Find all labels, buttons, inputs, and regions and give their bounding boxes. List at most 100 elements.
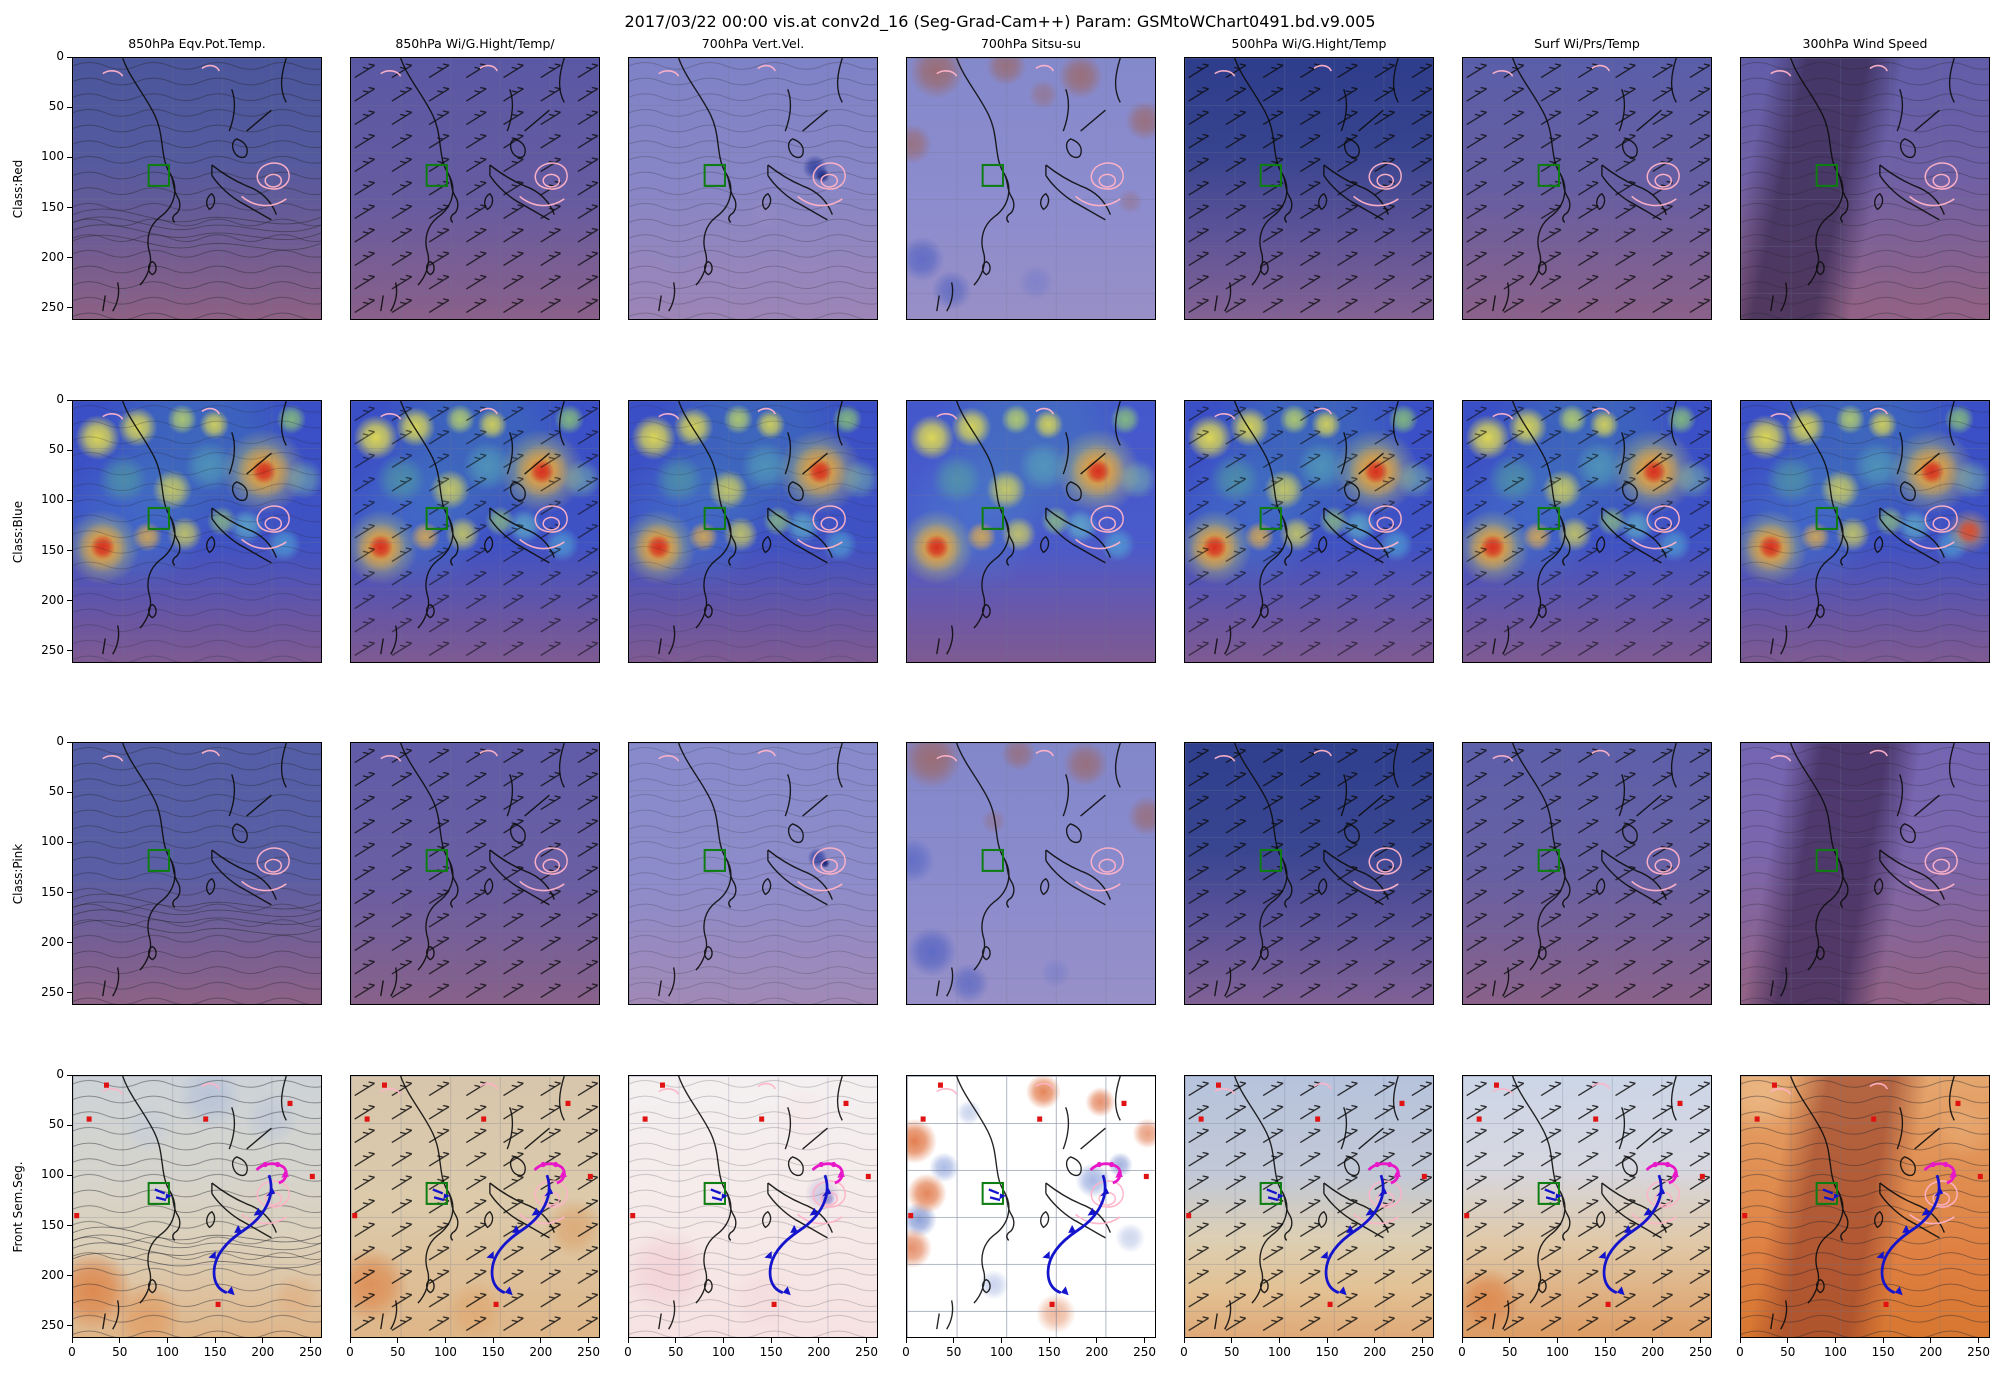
x-tick-label: 50 (390, 1345, 406, 1359)
y-tick-mark (67, 550, 72, 552)
map-panel-overlay (1741, 1076, 1989, 1337)
map-panel-overlay (1185, 401, 1433, 662)
y-tick-label: 250 (41, 984, 64, 999)
panel-2-4 (1184, 742, 1434, 1005)
map-panel-overlay (907, 401, 1155, 662)
x-tick-label: 0 (1180, 1345, 1188, 1359)
y-tick-label: 200 (41, 249, 64, 264)
x-tick-label: 50 (1224, 1345, 1240, 1359)
x-tick-label: 150 (759, 1345, 783, 1359)
x-tick-label: 250 (1133, 1345, 1156, 1359)
y-tick-label: 100 (41, 492, 64, 507)
y-tick-mark (67, 892, 72, 894)
panel-3-2 (628, 1075, 878, 1338)
x-tick-mark (492, 1338, 494, 1343)
x-tick-mark (1930, 1338, 1932, 1343)
x-tick-label: 200 (807, 1345, 831, 1359)
map-panel-overlay (629, 743, 877, 1004)
panel-0-0 (72, 57, 322, 320)
column-title: 850hPa Wi/G.Hight/Temp/ (395, 36, 555, 51)
x-tick-mark (1834, 1338, 1836, 1343)
map-panel-overlay (351, 58, 599, 319)
y-tick-label: 150 (41, 542, 64, 557)
panel-3-4 (1184, 1075, 1434, 1338)
y-tick-label: 150 (41, 1217, 64, 1232)
panel-0-4 (1184, 57, 1434, 320)
figure-title: 2017/03/22 00:00 vis.at conv2d_16 (Seg-G… (624, 12, 1376, 31)
map-panel-overlay (629, 401, 877, 662)
y-tick-label: 150 (41, 884, 64, 899)
x-tick-label: 50 (946, 1345, 962, 1359)
x-tick-mark (1048, 1338, 1050, 1343)
y-tick-label: 0 (56, 1067, 64, 1081)
y-tick-mark (67, 207, 72, 209)
x-tick-mark (1787, 1338, 1789, 1343)
y-tick-label: 100 (41, 149, 64, 164)
map-panel-overlay (1741, 58, 1989, 319)
y-tick-label: 0 (56, 49, 64, 63)
row-label: Class:Blue (11, 500, 25, 563)
x-tick-label: 50 (668, 1345, 684, 1359)
x-tick-mark (1509, 1338, 1511, 1343)
x-tick-mark (1183, 1338, 1185, 1343)
x-tick-mark (1374, 1338, 1376, 1343)
y-tick-mark (67, 1174, 72, 1176)
map-panel-overlay (73, 1076, 321, 1337)
panel-3-6 (1740, 1075, 1990, 1338)
map-panel-overlay (629, 58, 877, 319)
map-panel-overlay (1185, 1076, 1433, 1337)
map-panel-overlay (73, 58, 321, 319)
y-tick-label: 50 (48, 1117, 64, 1132)
x-tick-label: 0 (624, 1345, 632, 1359)
x-tick-label: 100 (433, 1345, 457, 1359)
x-tick-label: 150 (1593, 1345, 1617, 1359)
x-tick-label: 250 (577, 1345, 600, 1359)
x-tick-mark (675, 1338, 677, 1343)
x-tick-mark (119, 1338, 121, 1343)
x-tick-label: 0 (346, 1345, 354, 1359)
x-tick-label: 0 (68, 1345, 76, 1359)
map-panel-overlay (1463, 743, 1711, 1004)
panel-1-4 (1184, 400, 1434, 663)
y-tick-label: 200 (41, 1267, 64, 1282)
panel-0-2 (628, 57, 878, 320)
x-tick-mark (1461, 1338, 1463, 1343)
x-tick-mark (1144, 1338, 1146, 1343)
x-tick-mark (1978, 1338, 1980, 1343)
y-tick-label: 150 (41, 199, 64, 214)
map-panel-overlay (73, 401, 321, 662)
x-tick-mark (953, 1338, 955, 1343)
y-tick-mark (67, 257, 72, 259)
row-label: Class:Red (11, 159, 25, 218)
panel-1-3 (906, 400, 1156, 663)
map-panel-overlay (1185, 743, 1433, 1004)
y-tick-label: 250 (41, 299, 64, 314)
y-tick-mark (67, 1275, 72, 1277)
y-tick-mark (67, 106, 72, 108)
x-tick-label: 50 (1502, 1345, 1518, 1359)
x-tick-mark (627, 1338, 629, 1343)
y-tick-label: 250 (41, 642, 64, 657)
map-panel-overlay (1741, 401, 1989, 662)
panel-0-5 (1462, 57, 1712, 320)
x-tick-label: 100 (1823, 1345, 1847, 1359)
y-tick-label: 50 (48, 99, 64, 114)
x-tick-mark (444, 1338, 446, 1343)
x-tick-label: 150 (1315, 1345, 1339, 1359)
row-label: Front Sem.Seg. (11, 1160, 25, 1253)
x-tick-mark (1231, 1338, 1233, 1343)
map-panel-overlay (1463, 401, 1711, 662)
row-label: Class:Pink (11, 843, 25, 904)
x-tick-label: 100 (155, 1345, 179, 1359)
y-tick-mark (67, 841, 72, 843)
x-tick-mark (1326, 1338, 1328, 1343)
y-tick-mark (67, 650, 72, 652)
x-tick-mark (588, 1338, 590, 1343)
column-title: 850hPa Eqv.Pot.Temp. (128, 36, 266, 51)
y-tick-mark (67, 56, 72, 58)
panel-3-3 (906, 1075, 1156, 1338)
panel-1-1 (350, 400, 600, 663)
x-tick-label: 150 (1037, 1345, 1061, 1359)
y-tick-mark (67, 1225, 72, 1227)
map-panel-overlay (1463, 1076, 1711, 1337)
